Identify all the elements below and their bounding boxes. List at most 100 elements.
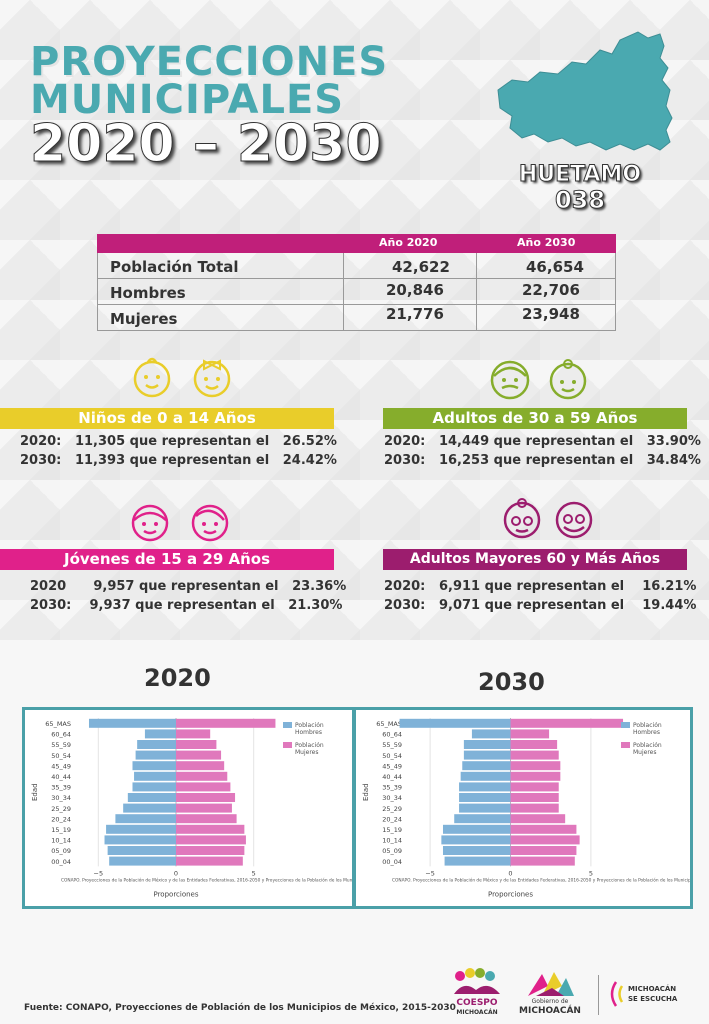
bar-mujeres [176, 803, 232, 813]
mayores-row-2030: 2030: 9,071 que representan el 19.44% [384, 598, 696, 613]
bar-mujeres [176, 824, 245, 834]
bar-mujeres [176, 761, 225, 771]
text: que representan el [129, 453, 270, 468]
bar-mujeres [510, 846, 577, 855]
logo-gobierno-sub: MICHOACÁN [519, 1006, 581, 1016]
band-adultos: Adultos de 30 a 59 Años [383, 408, 687, 429]
bar-hombres [463, 750, 511, 760]
ninos-row-2020: 2020: 11,305 que representan el 26.52% [20, 434, 337, 449]
row-label: Mujeres [110, 310, 178, 328]
bar-mujeres [176, 729, 211, 739]
bar-mujeres [510, 814, 566, 824]
bar-hombres [471, 729, 511, 739]
elderly-woman-icon [503, 498, 541, 539]
tick-label-age: 10_14 [51, 837, 71, 845]
table-divider [476, 253, 477, 331]
tick-label-age: 10_14 [382, 837, 402, 845]
bar-hombres [115, 814, 176, 824]
tick-label-age: 50_54 [382, 752, 402, 760]
municipio-map-icon [497, 31, 673, 151]
band-ninos: Niños de 0 a 14 Años [0, 408, 334, 429]
tick-label-age: 15_19 [51, 826, 71, 834]
tick-label-age: 00_04 [51, 858, 71, 866]
chart-2020-title: 2020 [144, 664, 211, 692]
gobierno-logo-icon [528, 972, 574, 996]
tick-label-age: 15_19 [382, 826, 402, 834]
adult-woman-icon [549, 359, 587, 400]
table-body: Población Total 42,622 46,654 Hombres 20… [97, 253, 616, 331]
adultos-row-2020: 2020: 14,449 que representan el 33.90% [384, 434, 701, 449]
tick-label-age: 00_04 [382, 858, 402, 866]
bar-mujeres [176, 856, 243, 866]
tick-label-age: 05_09 [382, 847, 402, 855]
bar-hombres [444, 856, 511, 866]
population-table: Año 2020 Año 2030 Población Total 42,622… [97, 234, 616, 331]
tick-label-age: 20_24 [51, 815, 71, 823]
year: 2020: [384, 434, 426, 449]
row-label: Hombres [110, 284, 186, 302]
bar-hombres [454, 814, 511, 824]
bar-hombres [132, 782, 176, 792]
value: 9,071 [438, 598, 481, 613]
legend-label: Población [633, 722, 662, 729]
chart-note: CONAPO. Proyecciones de la Población de … [61, 876, 352, 883]
bar-hombres [144, 729, 176, 739]
bar-hombres [459, 782, 511, 792]
adult-man-icon [490, 360, 530, 400]
logo-coespo-sub: MICHOACÁN [456, 1009, 498, 1016]
source-note: Fuente: CONAPO, Proyecciones de Població… [24, 1003, 456, 1013]
table-row: Población Total 42,622 46,654 [98, 253, 615, 279]
baby-boy-icon [133, 357, 171, 398]
pct: 34.84% [646, 453, 701, 468]
bar-hombres [123, 803, 176, 813]
x-axis-label: Proporciones [488, 890, 533, 898]
value: 16,253 [438, 453, 490, 468]
ninos-row-2030: 2030: 11,393 que representan el 24.42% [20, 453, 337, 468]
tick-label-age: 45_49 [382, 762, 402, 770]
tick-label-age: 45_49 [51, 762, 71, 770]
table-header: Año 2020 Año 2030 [97, 234, 616, 253]
adultos-row-2030: 2030: 16,253 que representan el 34.84% [384, 453, 701, 468]
bar-hombres [106, 824, 176, 834]
bar-mujeres [510, 835, 580, 845]
bar-hombres [134, 771, 176, 781]
value: 6,911 [438, 579, 481, 594]
bar-hombres [109, 856, 176, 866]
y-axis-label: Edad [31, 783, 39, 801]
bar-hombres [442, 824, 511, 834]
row-value-2030: 22,706 [522, 281, 580, 299]
tick-label-age: 25_29 [382, 805, 402, 813]
bar-hombres [107, 846, 176, 855]
tick-label-age: 40_44 [382, 773, 402, 781]
tick-label-age: 40_44 [51, 773, 71, 781]
mayores-row-2020: 2020: 6,911 que representan el 16.21% [384, 579, 696, 594]
col-2020-header: Año 2020 [379, 236, 438, 249]
baby-girl-icon [193, 359, 231, 398]
band-jovenes: Jóvenes de 15 a 29 Años [0, 549, 334, 570]
pct: 16.21% [642, 579, 697, 594]
value: 9,937 [89, 598, 131, 613]
text: que representan el [484, 579, 625, 594]
bar-mujeres [176, 846, 245, 855]
table-divider [343, 253, 344, 331]
logo-divider [598, 975, 599, 1015]
bar-hombres [459, 803, 511, 813]
tick-label-age: 55_59 [51, 741, 71, 749]
tick-label-age: 65_MAS [45, 720, 71, 728]
pct: 33.90% [646, 434, 701, 449]
tick-label-x: 5 [252, 869, 256, 877]
jovenes-row-2020: 2020 9,957 que representan el 23.36% [30, 579, 346, 594]
young-woman-icon [131, 504, 169, 542]
legend-swatch [283, 742, 292, 748]
year: 2030: [384, 453, 426, 468]
table-row: Mujeres 21,776 23,948 [98, 305, 615, 331]
municipio-name: HUETAMO [518, 162, 642, 188]
tick-label-age: 35_39 [382, 784, 402, 792]
bar-hombres [88, 718, 176, 728]
year: 2020: [384, 579, 426, 594]
x-axis-label: Proporciones [153, 890, 198, 898]
bar-hombres [442, 846, 511, 855]
tick-label-age: 20_24 [382, 815, 402, 823]
tick-label-age: 60_64 [51, 731, 71, 739]
legend-label: Población [295, 742, 324, 749]
